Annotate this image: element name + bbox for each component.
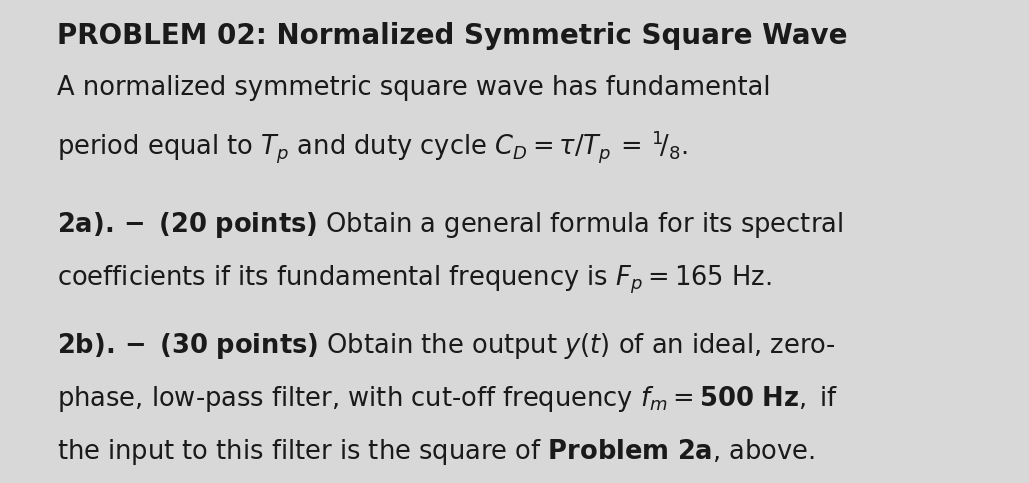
Text: coefficients if its fundamental frequency is $F_p = 165$ Hz.: coefficients if its fundamental frequenc… — [57, 263, 771, 296]
Text: period equal to $T_p$ and duty cycle $C_D = \tau/T_p\, =\, ^1\!/_{8}$.: period equal to $T_p$ and duty cycle $C_… — [57, 128, 687, 165]
Text: PROBLEM 02: Normalized Symmetric Square Wave: PROBLEM 02: Normalized Symmetric Square … — [57, 22, 847, 50]
Text: A normalized symmetric square wave has fundamental: A normalized symmetric square wave has f… — [57, 75, 770, 101]
Text: $\mathbf{2b).-\ (30\ points)}$ Obtain the output $y(t)$ of an ideal, zero-: $\mathbf{2b).-\ (30\ points)}$ Obtain th… — [57, 331, 836, 361]
Text: phase, low-pass filter, with cut-off frequency $f_m = \mathbf{500\ Hz},$ if: phase, low-pass filter, with cut-off fre… — [57, 384, 838, 414]
Text: $\mathbf{2a).-\ (20\ points)}$ Obtain a general formula for its spectral: $\mathbf{2a).-\ (20\ points)}$ Obtain a … — [57, 210, 843, 240]
Text: the input to this filter is the square of $\mathbf{Problem\ 2a}$, above.: the input to this filter is the square o… — [57, 437, 815, 467]
